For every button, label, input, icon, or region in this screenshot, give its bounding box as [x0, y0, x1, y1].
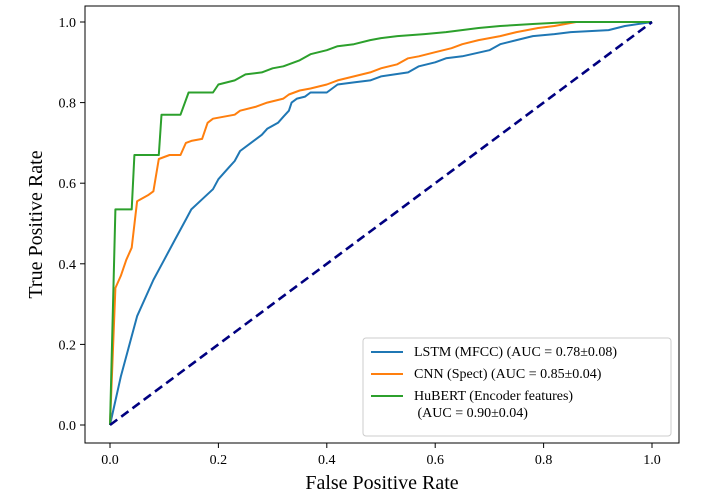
- y-tick-label: 1.0: [59, 16, 77, 31]
- y-tick-label: 0.2: [59, 338, 77, 353]
- y-tick-label: 0.8: [59, 97, 77, 112]
- x-tick-label: 0.8: [535, 453, 553, 468]
- y-tick-label: 0.0: [59, 419, 77, 434]
- plot-frame: [84, 5, 680, 444]
- legend-box: [362, 337, 672, 437]
- series-line-1: [109, 21, 652, 426]
- x-tick-label: 0.4: [318, 453, 336, 468]
- x-tick-label: 0.6: [426, 453, 444, 468]
- series-line-0: [109, 21, 653, 426]
- series-line-2: [109, 21, 652, 426]
- x-tick-label: 1.0: [643, 453, 661, 468]
- x-tick-label: 0.2: [210, 453, 228, 468]
- x-tick-label: 0.0: [101, 453, 119, 468]
- y-tick-label: 0.6: [59, 177, 77, 192]
- y-axis-label: True Positive Rate: [25, 150, 47, 298]
- x-axis-label: False Positive Rate: [305, 472, 458, 494]
- legend-label: LSTM (MFCC) (AUC = 0.78±0.08): [414, 345, 617, 360]
- legend-label: HuBERT (Encoder features) (AUC = 0.90±0.…: [414, 389, 573, 421]
- chance-diagonal-line: [109, 20, 653, 427]
- legend: LSTM (MFCC) (AUC = 0.78±0.08) CNN (Spect)…: [362, 337, 672, 437]
- plot-area: [109, 20, 653, 427]
- legend-label: CNN (Spect) (AUC = 0.85±0.04): [414, 367, 602, 382]
- axis-ticks: 0.0 0.2 0.4 0.6 0.8 1.0 0.0 0.2 0.4 0.6 0.8 1.0: [59, 16, 661, 468]
- y-tick-label: 0.4: [59, 258, 77, 273]
